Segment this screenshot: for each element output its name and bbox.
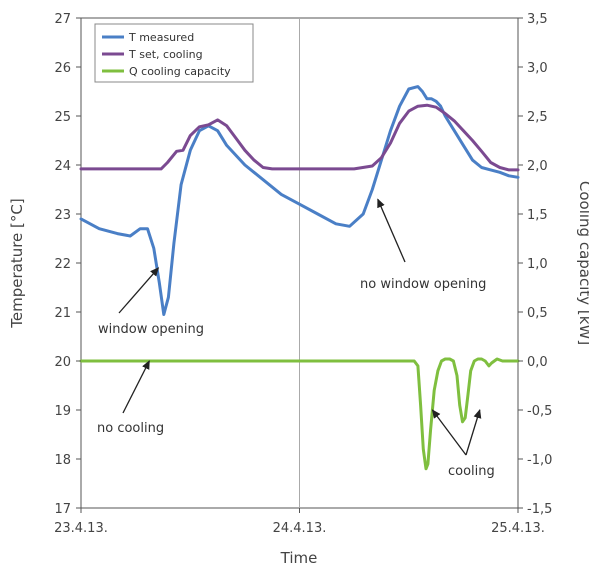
series-line-1 [79, 85, 520, 316]
y-tick-right-label: 0,5 [527, 306, 548, 321]
x-tick-label: 24.4.13. [273, 521, 327, 536]
y-tick-right-label: 0,0 [527, 355, 548, 370]
annotation-label: no cooling [97, 421, 164, 436]
annotation-arrow [431, 409, 467, 456]
y-tick-right-label: 1,5 [527, 208, 548, 223]
annotation-arrow [465, 409, 482, 456]
x-axis-title: Time [280, 549, 318, 567]
y-tick-right-label: -1,0 [527, 453, 552, 468]
y-tick-right-label: -0,5 [527, 404, 552, 419]
legend-label: T measured [128, 31, 194, 44]
y-tick-left-label: 21 [54, 306, 71, 321]
y-tick-left-label: 17 [54, 502, 71, 517]
y-tick-right-label: 2,0 [527, 159, 548, 174]
annotation-arrow [118, 267, 160, 314]
y-tick-left-label: 18 [54, 453, 71, 468]
y-tick-left-label: 22 [54, 257, 71, 272]
y-tick-right-label: 3,5 [527, 12, 548, 27]
y-tick-left-label: 19 [54, 404, 71, 419]
y-tick-right-label: 1,0 [527, 257, 548, 272]
y-tick-left-label: 27 [54, 12, 71, 27]
y-tick-right-label: -1,5 [527, 502, 552, 517]
y-tick-right-label: 2,5 [527, 110, 548, 125]
legend-label: T set, cooling [128, 48, 203, 61]
x-tick-label: 25.4.13. [491, 521, 545, 536]
annotation-label: window opening [98, 322, 204, 337]
x-tick-label: 23.4.13. [54, 521, 108, 536]
y-tick-left-label: 24 [54, 159, 71, 174]
annotation-label: no window opening [360, 277, 486, 292]
legend: T measured T set, cooling Q cooling capaci… [94, 23, 254, 83]
y-tick-left-label: 26 [54, 61, 71, 76]
y-tick-right-label: 3,0 [527, 61, 548, 76]
y-tick-left-label: 20 [54, 355, 71, 370]
y-axis-title-right: Cooling capacity [kW] [576, 181, 589, 345]
y-axis-title-left: Temperature [°C] [8, 198, 26, 328]
series-line-3 [79, 357, 520, 471]
annotation-arrow [122, 360, 150, 414]
y-tick-left-label: 23 [54, 208, 71, 223]
legend-label: Q cooling capacity [129, 65, 231, 78]
y-tick-left-label: 25 [54, 110, 71, 125]
series-line-2 [79, 103, 520, 172]
annotation-label: cooling [448, 464, 495, 479]
annotation-arrow [377, 198, 406, 263]
